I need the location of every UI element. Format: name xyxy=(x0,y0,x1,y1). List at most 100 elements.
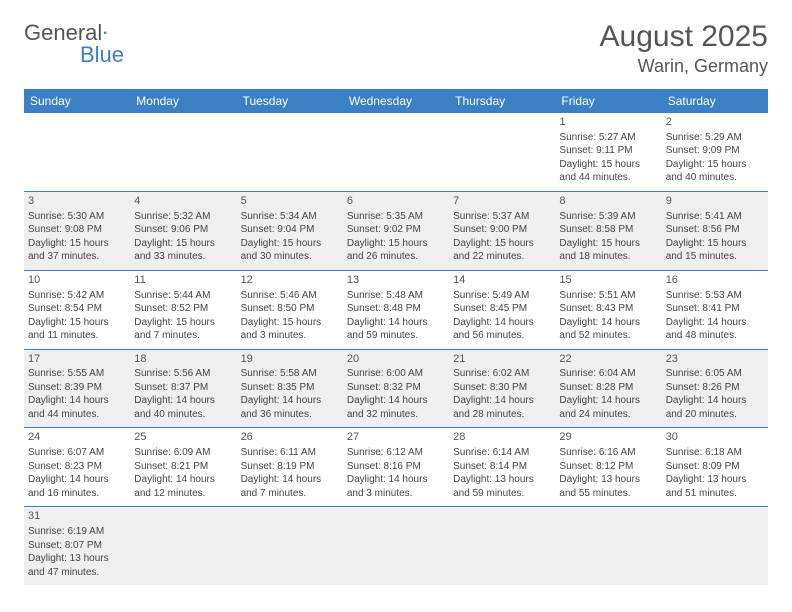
calendar-cell xyxy=(449,113,555,191)
calendar-cell: 5Sunrise: 5:34 AMSunset: 9:04 PMDaylight… xyxy=(237,191,343,270)
calendar-cell: 21Sunrise: 6:02 AMSunset: 8:30 PMDayligh… xyxy=(449,349,555,428)
sunrise-text: Sunrise: 5:37 AM xyxy=(453,210,551,224)
daylight-text: Daylight: 14 hours and 7 minutes. xyxy=(241,473,339,500)
daylight-text: Daylight: 15 hours and 33 minutes. xyxy=(134,237,232,264)
sunrise-text: Sunrise: 5:39 AM xyxy=(559,210,657,224)
calendar-cell: 27Sunrise: 6:12 AMSunset: 8:16 PMDayligh… xyxy=(343,428,449,507)
day-number: 14 xyxy=(453,273,551,288)
daylight-text: Daylight: 15 hours and 3 minutes. xyxy=(241,316,339,343)
sunset-text: Sunset: 8:16 PM xyxy=(347,460,445,474)
sunrise-text: Sunrise: 5:44 AM xyxy=(134,289,232,303)
sunset-text: Sunset: 8:52 PM xyxy=(134,302,232,316)
sunrise-text: Sunrise: 6:07 AM xyxy=(28,446,126,460)
sunrise-text: Sunrise: 6:09 AM xyxy=(134,446,232,460)
daylight-text: Daylight: 14 hours and 32 minutes. xyxy=(347,394,445,421)
day-number: 1 xyxy=(559,115,657,130)
calendar-cell: 20Sunrise: 6:00 AMSunset: 8:32 PMDayligh… xyxy=(343,349,449,428)
day-number: 4 xyxy=(134,194,232,209)
day-number: 10 xyxy=(28,273,126,288)
sunrise-text: Sunrise: 5:35 AM xyxy=(347,210,445,224)
calendar-cell: 14Sunrise: 5:49 AMSunset: 8:45 PMDayligh… xyxy=(449,270,555,349)
sunrise-text: Sunrise: 6:12 AM xyxy=(347,446,445,460)
day-number: 20 xyxy=(347,352,445,367)
sunset-text: Sunset: 9:00 PM xyxy=(453,223,551,237)
daylight-text: Daylight: 14 hours and 48 minutes. xyxy=(666,316,764,343)
calendar-cell: 10Sunrise: 5:42 AMSunset: 8:54 PMDayligh… xyxy=(24,270,130,349)
sunrise-text: Sunrise: 6:16 AM xyxy=(559,446,657,460)
sunset-text: Sunset: 8:58 PM xyxy=(559,223,657,237)
day-header-wed: Wednesday xyxy=(343,89,449,113)
day-number: 13 xyxy=(347,273,445,288)
calendar-cell: 26Sunrise: 6:11 AMSunset: 8:19 PMDayligh… xyxy=(237,428,343,507)
title-block: August 2025 Warin, Germany xyxy=(600,20,768,77)
calendar-cell xyxy=(24,113,130,191)
calendar-week-row: 1Sunrise: 5:27 AMSunset: 9:11 PMDaylight… xyxy=(24,113,768,191)
day-number: 24 xyxy=(28,430,126,445)
sunset-text: Sunset: 9:09 PM xyxy=(666,144,764,158)
calendar-cell xyxy=(343,113,449,191)
sunset-text: Sunset: 8:09 PM xyxy=(666,460,764,474)
daylight-text: Daylight: 15 hours and 22 minutes. xyxy=(453,237,551,264)
calendar-cell: 19Sunrise: 5:58 AMSunset: 8:35 PMDayligh… xyxy=(237,349,343,428)
day-number: 7 xyxy=(453,194,551,209)
calendar-cell: 11Sunrise: 5:44 AMSunset: 8:52 PMDayligh… xyxy=(130,270,236,349)
sunrise-text: Sunrise: 5:51 AM xyxy=(559,289,657,303)
sunset-text: Sunset: 8:30 PM xyxy=(453,381,551,395)
daylight-text: Daylight: 14 hours and 20 minutes. xyxy=(666,394,764,421)
daylight-text: Daylight: 14 hours and 36 minutes. xyxy=(241,394,339,421)
sunset-text: Sunset: 8:37 PM xyxy=(134,381,232,395)
sunrise-text: Sunrise: 5:55 AM xyxy=(28,367,126,381)
day-number: 6 xyxy=(347,194,445,209)
calendar-body: 1Sunrise: 5:27 AMSunset: 9:11 PMDaylight… xyxy=(24,113,768,585)
sunrise-text: Sunrise: 6:14 AM xyxy=(453,446,551,460)
calendar-page: General August 2025 Warin, Germany Gener… xyxy=(0,0,792,605)
day-number: 27 xyxy=(347,430,445,445)
calendar-cell xyxy=(130,507,236,585)
day-number: 31 xyxy=(28,509,126,524)
day-number: 30 xyxy=(666,430,764,445)
calendar-week-row: 24Sunrise: 6:07 AMSunset: 8:23 PM Dayligh… xyxy=(24,428,768,507)
sunset-text: Sunset: 8:41 PM xyxy=(666,302,764,316)
sunset-text: Sunset: 8:35 PM xyxy=(241,381,339,395)
sunrise-text: Sunrise: 5:29 AM xyxy=(666,131,764,145)
sunrise-text: Sunrise: 5:56 AM xyxy=(134,367,232,381)
day-number: 18 xyxy=(134,352,232,367)
sunset-text: Sunset: 8:39 PM xyxy=(28,381,126,395)
sunrise-text: Sunrise: 6:18 AM xyxy=(666,446,764,460)
daylight-text: Daylight: 14 hours and 40 minutes. xyxy=(134,394,232,421)
daylight-text: Daylight: 15 hours and 30 minutes. xyxy=(241,237,339,264)
calendar-cell: 25Sunrise: 6:09 AMSunset: 8:21 PMDayligh… xyxy=(130,428,236,507)
daylight-text: Daylight: 15 hours and 18 minutes. xyxy=(559,237,657,264)
calendar-cell: 16Sunrise: 5:53 AMSunset: 8:41 PMDayligh… xyxy=(662,270,768,349)
calendar-cell xyxy=(237,113,343,191)
daylight-text: Daylight: 15 hours and 26 minutes. xyxy=(347,237,445,264)
sunset-text: Sunset: 9:06 PM xyxy=(134,223,232,237)
calendar-cell: 15Sunrise: 5:51 AMSunset: 8:43 PMDayligh… xyxy=(555,270,661,349)
sunset-text: Sunset: 8:12 PM xyxy=(559,460,657,474)
calendar-cell: 28Sunrise: 6:14 AMSunset: 8:14 PMDayligh… xyxy=(449,428,555,507)
sunset-text: Sunset: 8:23 PM xyxy=(28,460,126,474)
day-number: 21 xyxy=(453,352,551,367)
day-number: 3 xyxy=(28,194,126,209)
sunrise-text: Sunrise: 5:27 AM xyxy=(559,131,657,145)
month-title: August 2025 xyxy=(600,20,768,54)
daylight-text: Daylight: 14 hours and 56 minutes. xyxy=(453,316,551,343)
sunset-text: Sunset: 8:26 PM xyxy=(666,381,764,395)
calendar-cell: 23Sunrise: 6:05 AMSunset: 8:26 PMDayligh… xyxy=(662,349,768,428)
calendar-cell: 8Sunrise: 5:39 AMSunset: 8:58 PMDaylight… xyxy=(555,191,661,270)
daylight-text: Daylight: 14 hours and 12 minutes. xyxy=(134,473,232,500)
calendar-cell: 18Sunrise: 5:56 AMSunset: 8:37 PMDayligh… xyxy=(130,349,236,428)
sunrise-text: Sunrise: 5:58 AM xyxy=(241,367,339,381)
daylight-text: Daylight: 14 hours and 3 minutes. xyxy=(347,473,445,500)
sunset-text: Sunset: 9:04 PM xyxy=(241,223,339,237)
sunset-text: Sunset: 8:32 PM xyxy=(347,381,445,395)
day-number: 12 xyxy=(241,273,339,288)
sunrise-text: Sunrise: 5:41 AM xyxy=(666,210,764,224)
daylight-text: Daylight: 14 hours and 28 minutes. xyxy=(453,394,551,421)
day-number: 15 xyxy=(559,273,657,288)
calendar-cell: 12Sunrise: 5:46 AMSunset: 8:50 PMDayligh… xyxy=(237,270,343,349)
day-number: 19 xyxy=(241,352,339,367)
sunrise-text: Sunrise: 5:34 AM xyxy=(241,210,339,224)
sunset-text: Sunset: 8:45 PM xyxy=(453,302,551,316)
sunset-text: Sunset: 8:56 PM xyxy=(666,223,764,237)
